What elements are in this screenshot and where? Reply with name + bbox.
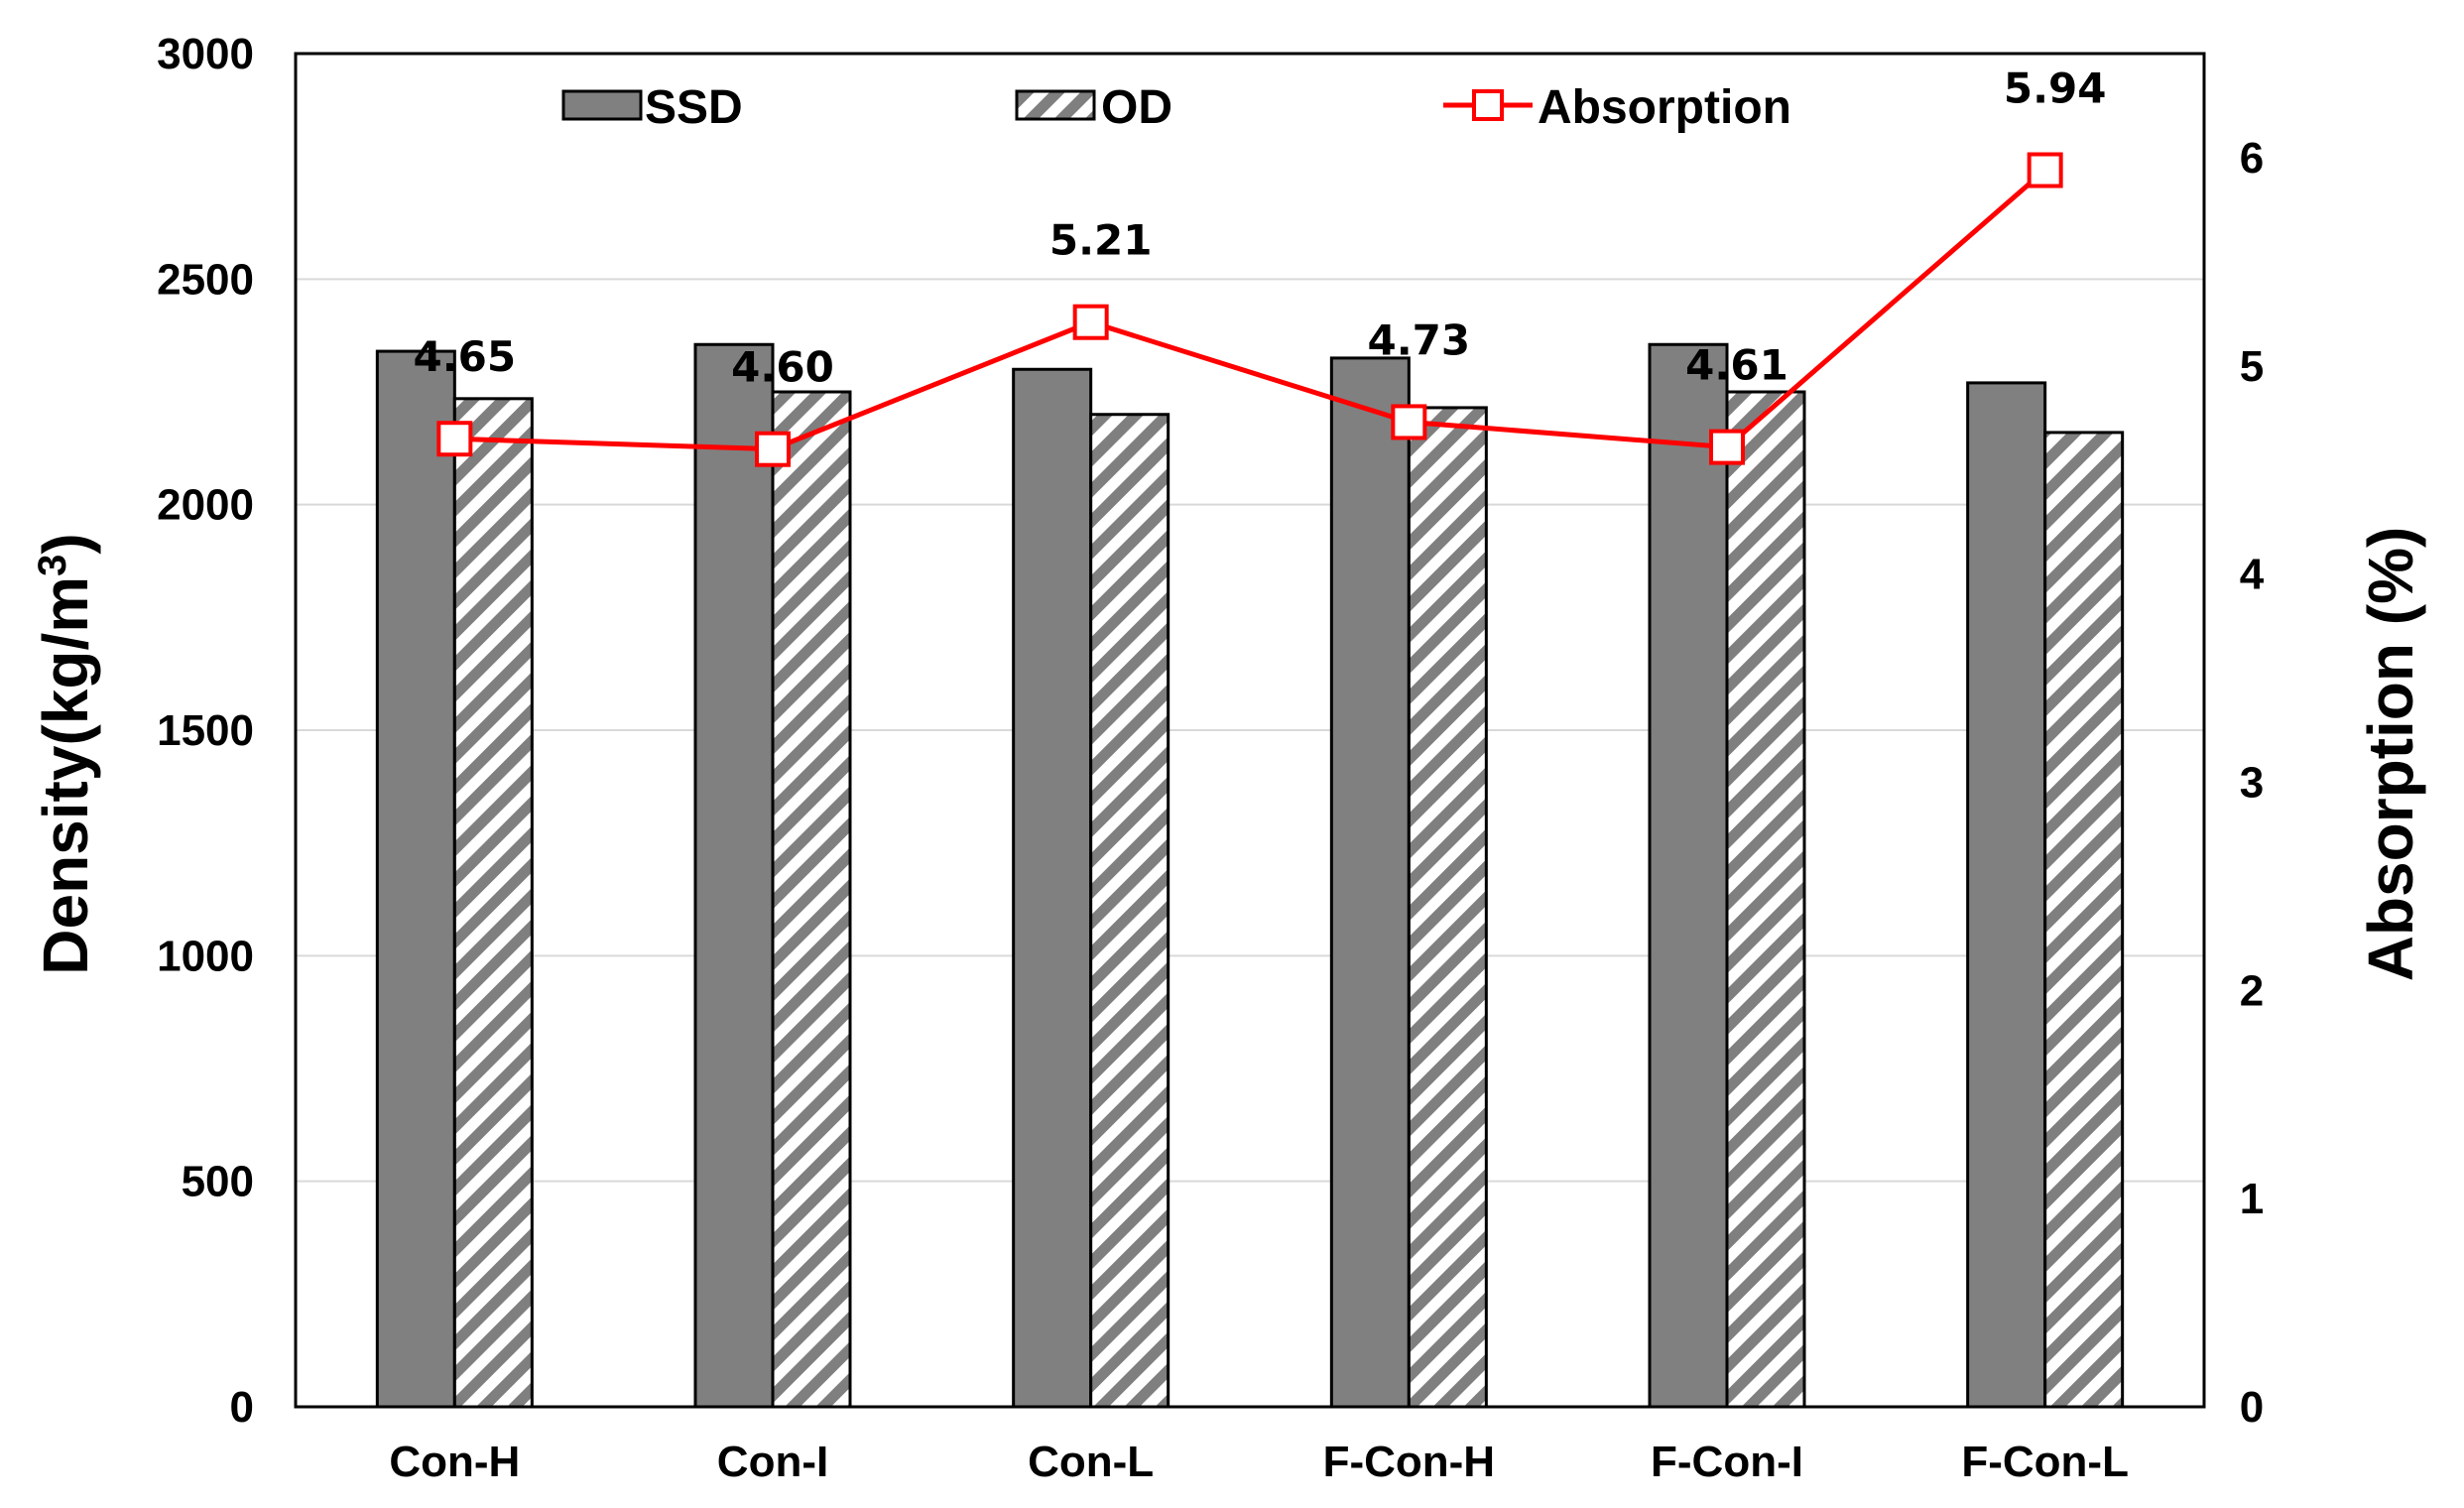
y-tick-label: 3000 [157,30,254,78]
bar-od [1725,390,1806,1409]
y-tick-label: 500 [182,1158,254,1206]
absorption-data-label: 4.65 [414,332,517,381]
bar-od [452,397,534,1409]
y-tick-label: 2000 [157,481,254,530]
plot-frame [294,52,2206,1409]
y-tick-label: 0 [230,1383,254,1432]
y-tick-label: 2500 [157,255,254,304]
y-tick-label: 1000 [157,932,254,980]
absorption-marker [755,431,791,467]
legend-od-label: OD [1101,81,1172,134]
x-tick-label: Con-L [1028,1438,1154,1486]
legend-absorption-label: Absorption [1538,81,1791,134]
absorption-marker [1709,429,1745,465]
y2-axis-title: Absorption (%) [2355,527,2426,982]
legend-od-swatch [1015,89,1096,121]
bar-ssd [693,342,775,1409]
legend-ssd-swatch [561,89,643,121]
absorption-data-label: 4.73 [1368,315,1471,364]
absorption-marker [1072,304,1109,340]
y2-tick-label: 6 [2240,134,2264,183]
absorption-data-label: 5.94 [2004,64,2107,113]
y2-tick-label: 3 [2240,758,2264,807]
bar-od [1407,406,1488,1409]
y2-tick-label: 2 [2240,966,2264,1015]
y2-tick-label: 0 [2240,1383,2264,1432]
plot-border [294,52,2206,1409]
x-tick-label: F-Con-H [1323,1438,1496,1486]
y2-tick-label: 1 [2240,1175,2264,1223]
absorption-data-label: 4.61 [1685,341,1788,390]
bar-ssd [1012,367,1093,1409]
legend: SSD OD Absorption [561,81,1791,134]
bar-ssd [1329,356,1411,1409]
bar-od [2043,431,2125,1409]
absorption-line: 4.65 4.60 5.21 4.73 4.61 5.94 [414,64,2107,467]
bars [375,342,2125,1409]
absorption-marker [436,421,473,457]
y2-tick-label: 5 [2240,342,2264,391]
x-tick-label: Con-H [389,1438,520,1486]
absorption-marker [1391,404,1427,440]
bar-od [771,390,852,1409]
bar-ssd [375,349,456,1409]
y-axis-title: Density(kg/m3) [30,533,101,974]
y-tick-label: 1500 [157,706,254,755]
tick-labels: 0 500 1000 1500 2000 2500 3000 0 1 2 3 4 5 6 Con-H Con-… [157,30,2265,1486]
x-tick-label: F-Con-L [1961,1438,2129,1486]
bar-ssd [1966,381,2047,1409]
y2-tick-label: 4 [2240,551,2265,599]
gridlines [296,278,2204,1183]
absorption-polyline [454,168,2047,452]
absorption-data-label: 4.60 [731,343,834,392]
legend-absorption-marker [1472,89,1504,121]
legend-ssd-label: SSD [645,81,743,134]
absorption-data-label: 5.21 [1049,216,1153,265]
absorption-marker [2027,152,2063,188]
x-tick-label: Con-I [717,1438,828,1486]
bar-od [1089,413,1170,1409]
x-tick-label: F-Con-I [1651,1438,1803,1486]
bar-ssd [1648,342,1729,1409]
